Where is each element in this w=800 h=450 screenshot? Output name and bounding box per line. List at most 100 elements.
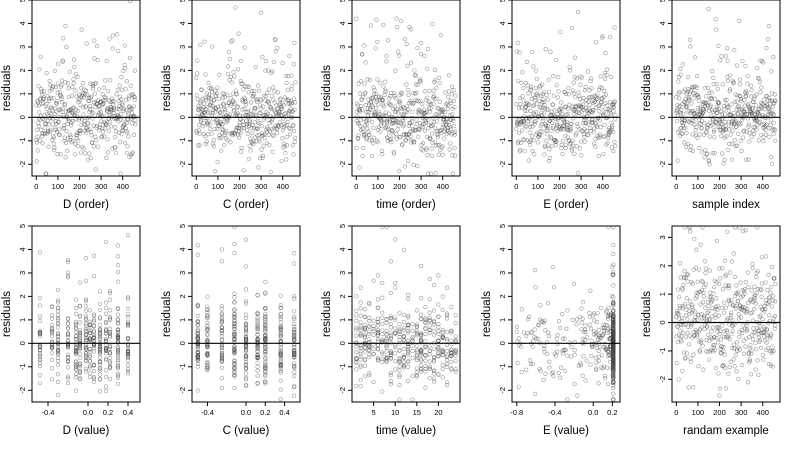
data-point xyxy=(404,42,409,47)
data-point xyxy=(683,355,688,361)
data-point xyxy=(263,323,268,328)
data-point xyxy=(194,130,200,136)
data-point xyxy=(403,138,408,143)
data-point xyxy=(750,261,755,267)
data-point xyxy=(242,45,247,50)
data-point xyxy=(65,332,71,337)
y-tick-label: 2 xyxy=(338,68,347,72)
data-point xyxy=(292,355,297,360)
x-tick-label: 200 xyxy=(553,182,566,191)
data-point xyxy=(389,140,394,145)
data-point xyxy=(263,59,268,64)
data-point xyxy=(91,336,97,341)
data-point xyxy=(397,397,402,402)
data-point xyxy=(358,320,363,325)
data-point xyxy=(698,107,704,112)
data-point xyxy=(125,371,131,376)
data-point xyxy=(375,319,381,324)
y-axis-label: residuals xyxy=(321,291,333,337)
data-point xyxy=(270,149,275,155)
data-point xyxy=(545,132,550,137)
data-point xyxy=(611,375,616,380)
y-tick-label: 5 xyxy=(338,0,347,2)
data-point xyxy=(419,363,424,368)
y-tick-label: 3 xyxy=(338,45,347,49)
data-point xyxy=(79,27,84,32)
data-point xyxy=(257,156,263,161)
data-point xyxy=(546,77,551,82)
data-point xyxy=(543,328,548,333)
data-point xyxy=(717,386,723,391)
data-point xyxy=(434,96,439,101)
data-point xyxy=(278,368,283,373)
data-point xyxy=(431,368,437,373)
data-point xyxy=(575,121,580,126)
data-point xyxy=(65,273,71,278)
data-point xyxy=(380,356,385,362)
data-point xyxy=(123,66,128,71)
data-point xyxy=(716,106,721,111)
data-point xyxy=(591,141,597,146)
data-point xyxy=(125,130,130,135)
data-point xyxy=(260,153,265,158)
data-point xyxy=(612,139,617,144)
data-point xyxy=(131,132,137,137)
data-point xyxy=(65,325,71,330)
data-point xyxy=(713,304,718,309)
data-point xyxy=(65,321,71,326)
data-point xyxy=(727,364,732,370)
data-point xyxy=(582,327,588,332)
data-point xyxy=(719,133,724,139)
x-tick-label: 5 xyxy=(372,408,376,417)
y-tick-label: 0 xyxy=(18,341,27,345)
data-point xyxy=(255,349,260,354)
data-point xyxy=(255,324,260,329)
data-point xyxy=(205,304,210,309)
data-point xyxy=(130,120,135,126)
data-point xyxy=(761,97,767,102)
data-point xyxy=(446,89,451,94)
data-point xyxy=(450,153,455,158)
data-point xyxy=(680,306,685,311)
data-point xyxy=(515,329,520,334)
data-point xyxy=(358,332,363,337)
data-point xyxy=(552,114,558,119)
data-point xyxy=(388,102,393,107)
data-point xyxy=(381,104,386,109)
data-point xyxy=(283,150,288,156)
data-point xyxy=(354,294,359,299)
data-point xyxy=(358,306,363,311)
data-point xyxy=(548,49,553,54)
data-point xyxy=(531,111,536,116)
data-point xyxy=(84,41,89,46)
data-point xyxy=(544,138,549,143)
data-point xyxy=(292,321,297,327)
data-point xyxy=(611,340,616,345)
data-point xyxy=(738,94,743,99)
data-point xyxy=(585,335,590,340)
data-point xyxy=(431,376,437,381)
data-point xyxy=(543,371,548,377)
data-point xyxy=(579,75,585,80)
data-point xyxy=(428,102,433,107)
data-point xyxy=(242,97,248,102)
data-point xyxy=(767,98,773,104)
data-point xyxy=(724,46,730,51)
data-point xyxy=(577,127,582,132)
data-point xyxy=(567,142,572,147)
data-point xyxy=(767,336,773,341)
data-point xyxy=(355,120,361,126)
data-point xyxy=(386,130,392,136)
data-point xyxy=(202,39,207,44)
data-point xyxy=(292,40,297,45)
data-point xyxy=(419,41,424,46)
data-point xyxy=(542,152,547,157)
data-point xyxy=(676,79,681,84)
y-tick-label: 4 xyxy=(178,21,187,25)
y-tick-label: -2 xyxy=(498,161,507,168)
data-point xyxy=(696,329,701,334)
data-point xyxy=(516,78,521,84)
data-point xyxy=(707,295,712,300)
data-point xyxy=(397,322,402,327)
data-point xyxy=(550,143,555,149)
